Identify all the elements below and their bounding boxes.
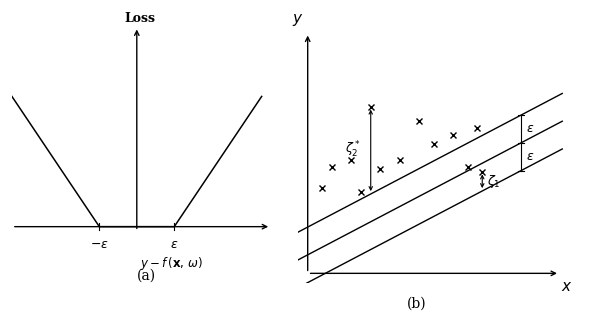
Text: $\varepsilon$: $\varepsilon$ bbox=[526, 122, 534, 135]
Text: Loss: Loss bbox=[125, 12, 156, 24]
Text: $y - f\,(\mathbf{x},\,\omega)$: $y - f\,(\mathbf{x},\,\omega)$ bbox=[139, 255, 203, 272]
Text: $x$: $x$ bbox=[561, 280, 573, 294]
Text: $-\varepsilon$: $-\varepsilon$ bbox=[90, 238, 108, 251]
Text: (a): (a) bbox=[136, 268, 156, 283]
Text: (b): (b) bbox=[407, 296, 427, 311]
Text: $\varepsilon$: $\varepsilon$ bbox=[526, 150, 534, 163]
Text: $y$: $y$ bbox=[292, 12, 304, 28]
Text: $\varepsilon$: $\varepsilon$ bbox=[170, 238, 178, 251]
Text: $\zeta_2^*$: $\zeta_2^*$ bbox=[345, 140, 361, 160]
Text: $\zeta_1$: $\zeta_1$ bbox=[487, 173, 501, 190]
